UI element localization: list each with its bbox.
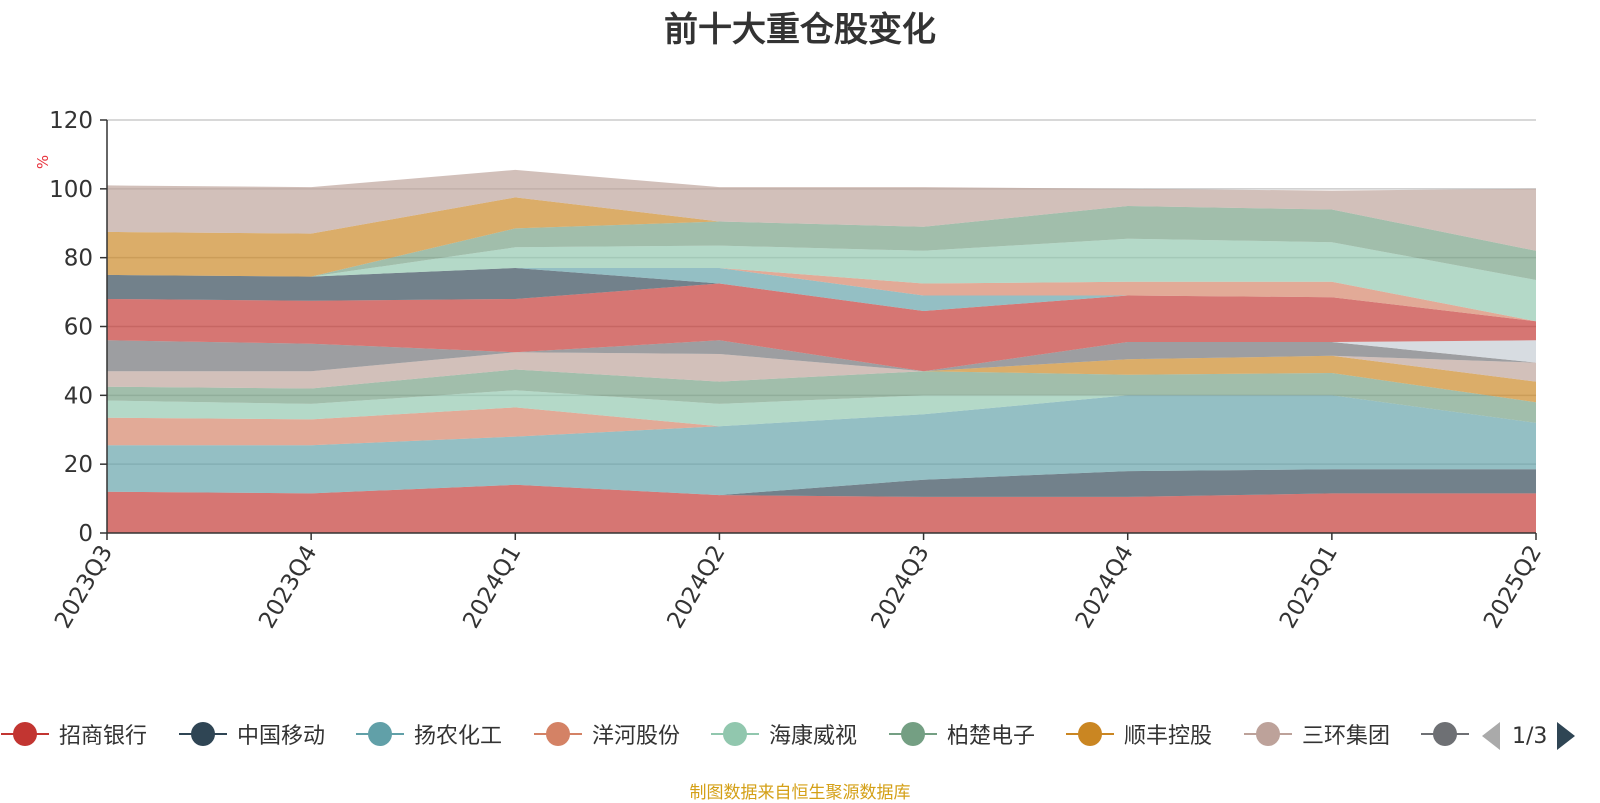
- legend-marker-icon: [1065, 716, 1115, 752]
- triangle-left-icon[interactable]: [1482, 722, 1500, 750]
- legend-label: 招商银行: [59, 724, 148, 749]
- area-series-8[interactable]: [107, 352, 1536, 389]
- legend-marker-icon: [1420, 716, 1470, 752]
- triangle-right-icon[interactable]: [1557, 722, 1576, 750]
- legend-label: 三环集团: [1302, 724, 1391, 749]
- legend-marker-icon: [888, 716, 938, 752]
- area-series-16[interactable]: [107, 206, 1536, 280]
- legend-item[interactable]: 顺丰控股: [1065, 716, 1212, 752]
- legend-item[interactable]: 三环集团: [1243, 716, 1390, 752]
- legend-marker-icon: [355, 716, 405, 752]
- area-series-17[interactable]: [107, 197, 1536, 277]
- legend-label: 柏楚电子: [947, 724, 1036, 749]
- y-tick-label: 60: [64, 315, 93, 341]
- legend-item[interactable]: 海康威视: [710, 716, 857, 752]
- area-series-14[interactable]: [107, 268, 1536, 322]
- data-source-note: 制图数据来自恒生聚源数据库: [689, 783, 911, 803]
- y-tick-label: 80: [64, 246, 93, 272]
- axes: [100, 119, 1537, 540]
- x-tick-label: 2024Q1: [458, 541, 526, 633]
- legend-label: 洋河股份: [592, 724, 681, 749]
- legend-marker-icon: [0, 716, 50, 752]
- chart-legend: 招商银行 中国移动 扬农化工 洋河股份 海康威视 柏楚电子 顺丰控股 三环集团 隆: [0, 716, 1476, 756]
- area-series: [107, 169, 1536, 533]
- legend-label: 扬农化工: [414, 724, 503, 749]
- y-tick-label: 20: [64, 452, 93, 478]
- legend-pager: 1/3: [1482, 718, 1576, 754]
- legend-marker-icon: [178, 716, 228, 752]
- x-tick-label: 2024Q2: [662, 541, 730, 633]
- area-series-3[interactable]: [107, 395, 1536, 496]
- y-tick-label: 100: [49, 177, 93, 203]
- stacked-area-chart: 0 20 40 60 80 100 120 2023Q3 2023Q4 2024Q1 2024Q2…: [34, 108, 1547, 633]
- legend-marker-icon: [710, 716, 760, 752]
- legend-item[interactable]: 中国移动: [178, 716, 325, 752]
- legend-label: 顺丰控股: [1124, 724, 1213, 749]
- legend-item[interactable]: 扬农化工: [355, 716, 502, 752]
- x-tick-label: 2025Q1: [1275, 541, 1343, 633]
- y-axis-unit-label: %: [34, 155, 52, 169]
- y-tick-label: 40: [64, 383, 93, 409]
- legend-item[interactable]: 柏楚电子: [888, 716, 1035, 752]
- legend-item[interactable]: 洋河股份: [533, 716, 680, 752]
- area-series-1[interactable]: [107, 484, 1536, 533]
- x-tick-label: 2025Q2: [1479, 541, 1547, 633]
- area-series-15[interactable]: [107, 238, 1536, 322]
- area-series-13[interactable]: [107, 268, 1536, 322]
- area-series-4[interactable]: [107, 395, 1536, 446]
- x-tick-label: 2023Q3: [50, 541, 118, 633]
- legend-item[interactable]: 隆: [1420, 716, 1476, 752]
- x-tick-label: 2023Q4: [254, 541, 322, 633]
- legend-page-indicator: 1/3: [1512, 723, 1548, 749]
- legend-label: 海康威视: [769, 724, 858, 749]
- legend-label: 中国移动: [237, 724, 326, 749]
- chart-title: 前十大重仓股变化: [664, 10, 936, 50]
- y-tick-label: 120: [49, 108, 93, 134]
- legend-marker-icon: [1243, 716, 1293, 752]
- area-series-2[interactable]: [107, 469, 1536, 497]
- area-series-5[interactable]: [107, 390, 1536, 427]
- x-tick-label: 2024Q3: [867, 541, 935, 633]
- area-series-18[interactable]: [107, 169, 1536, 251]
- x-tick-labels: 2023Q3 2023Q4 2024Q1 2024Q2 2024Q3 2024Q4 2025…: [50, 541, 1547, 633]
- area-series-6[interactable]: [107, 369, 1536, 423]
- y-tick-label: 0: [78, 521, 93, 547]
- legend-marker-icon: [533, 716, 583, 752]
- area-series-10[interactable]: [107, 340, 1536, 372]
- y-tick-labels: 0 20 40 60 80 100 120: [49, 108, 93, 547]
- area-series-7[interactable]: [107, 355, 1536, 403]
- area-series-11[interactable]: [107, 283, 1536, 372]
- x-tick-label: 2024Q4: [1071, 541, 1139, 633]
- area-series-12[interactable]: [107, 268, 1536, 322]
- legend-item[interactable]: 招商银行: [0, 716, 147, 752]
